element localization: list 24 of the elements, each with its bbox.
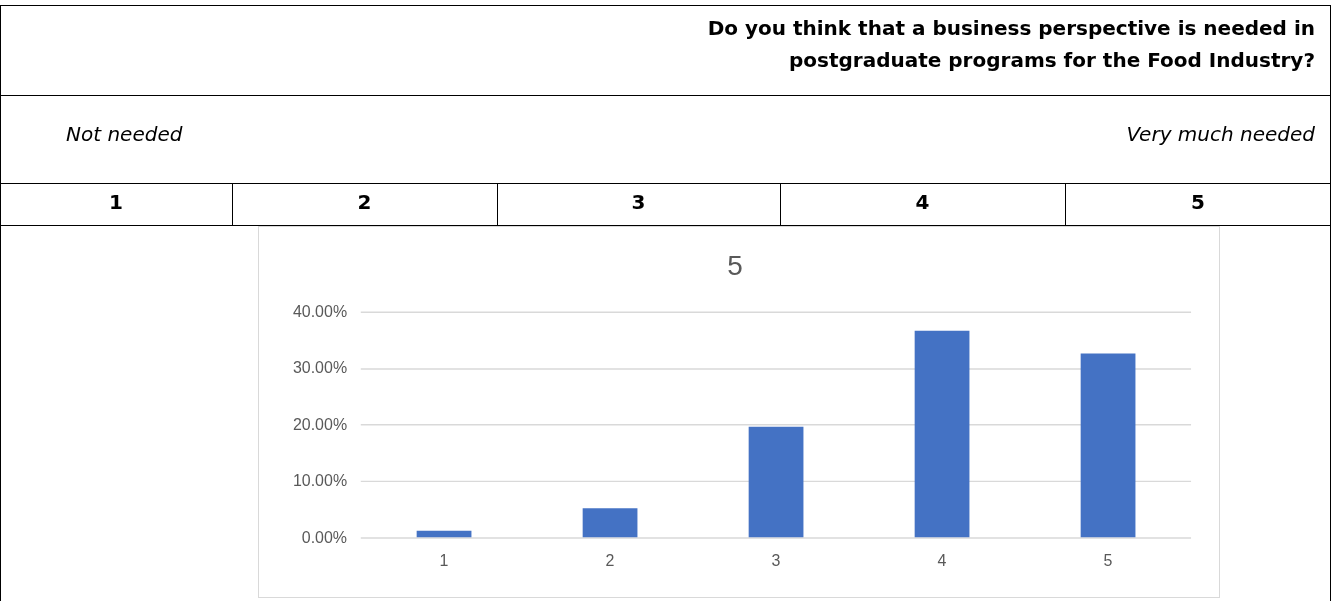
y-tick-label: 20.00% (292, 415, 348, 433)
text: Very much needed (1126, 122, 1315, 146)
y-tick-label: 40.00% (292, 302, 348, 320)
text: 4 (914, 190, 931, 214)
text: Do you think that a business perspective is needed in postgraduate programs for the Food Industry? (706, 15, 1315, 74)
x-tick-label: 3 (771, 552, 781, 569)
x-tick-label: 2 (605, 552, 615, 569)
text: 2 (356, 190, 373, 214)
bar (416, 530, 472, 538)
y-tick-label: 0.00% (301, 528, 348, 546)
bar (582, 508, 638, 538)
text: 5 (1190, 190, 1206, 214)
text: 1 (108, 190, 124, 214)
bar (748, 426, 804, 538)
y-tick-label: 10.00% (292, 472, 348, 489)
text: Not needed (66, 122, 183, 146)
bar (914, 330, 970, 538)
x-tick-label: 1 (439, 552, 449, 569)
chart-title: 5 (727, 250, 743, 282)
text: 3 (630, 190, 647, 214)
bar (1080, 353, 1136, 538)
x-tick-label: 5 (1103, 552, 1113, 569)
y-tick-label: 30.00% (292, 359, 348, 377)
x-tick-label: 4 (937, 552, 947, 569)
